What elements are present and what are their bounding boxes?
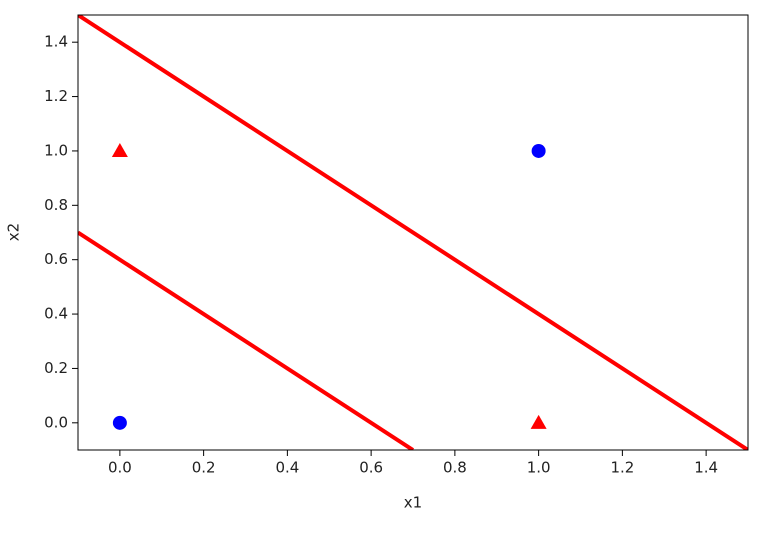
y-tick-label: 0.6 bbox=[44, 250, 68, 268]
line bbox=[78, 15, 748, 450]
y-tick-label: 1.2 bbox=[44, 87, 68, 105]
x-tick-label: 0.6 bbox=[359, 459, 383, 477]
x-axis-label: x1 bbox=[404, 494, 422, 512]
x-tick-label: 0.8 bbox=[443, 459, 467, 477]
point bbox=[111, 142, 128, 157]
x-tick-label: 0.2 bbox=[192, 459, 216, 477]
x-tick-label: 1.2 bbox=[610, 459, 634, 477]
x-tick-label: 0.0 bbox=[108, 459, 132, 477]
line bbox=[78, 230, 415, 450]
point bbox=[112, 415, 127, 430]
x-tick-label: 0.4 bbox=[275, 459, 299, 477]
x-tick-label: 1.0 bbox=[527, 459, 551, 477]
point bbox=[530, 414, 547, 429]
y-tick-label: 0.8 bbox=[44, 196, 68, 214]
plot-frame bbox=[77, 14, 749, 451]
x-tick-label: 1.4 bbox=[694, 459, 718, 477]
y-axis-label: x2 bbox=[5, 223, 23, 241]
plot-area bbox=[78, 15, 748, 450]
y-tick-label: 0.0 bbox=[44, 413, 68, 431]
y-tick-label: 0.4 bbox=[44, 305, 68, 323]
point bbox=[531, 143, 546, 158]
y-tick-label: 1.4 bbox=[44, 33, 68, 51]
y-tick-label: 0.2 bbox=[44, 359, 68, 377]
y-tick-label: 1.0 bbox=[44, 141, 68, 159]
